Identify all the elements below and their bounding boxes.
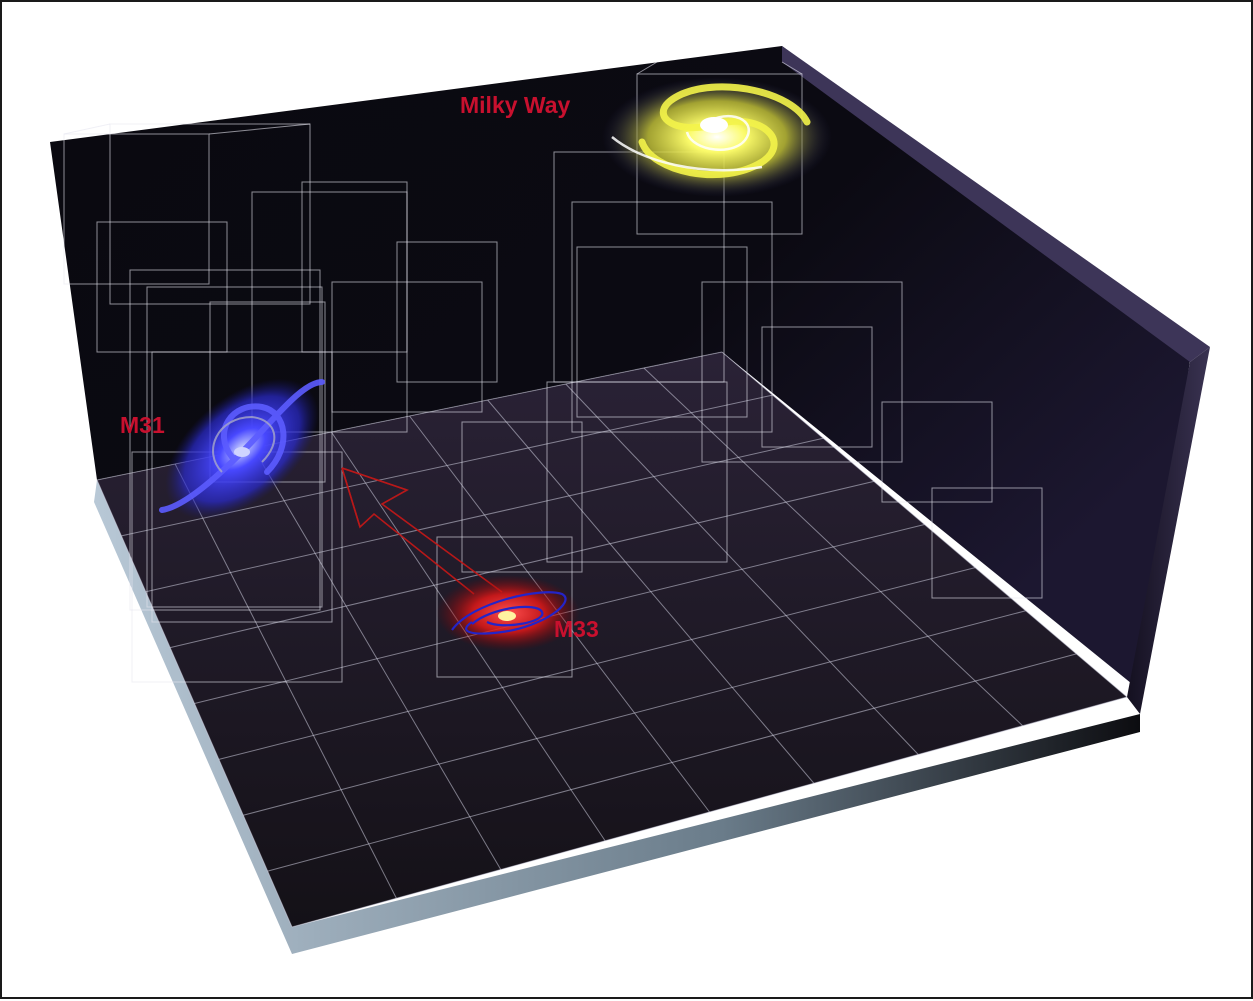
wireframe-cube-edge	[63, 133, 210, 285]
milky-way-galaxy	[602, 77, 832, 197]
wireframe-cube-edge	[151, 351, 333, 623]
milky-way-label: Milky Way	[460, 92, 571, 118]
wireframe-cube-edge	[781, 61, 803, 75]
wireframe-cube-edge	[129, 269, 321, 611]
floor-grid-line	[243, 610, 1026, 816]
m33-galaxy	[436, 575, 580, 651]
m31-label: M31	[120, 412, 165, 438]
m31-galaxy	[159, 378, 325, 520]
wireframe-cube-edge	[63, 123, 111, 135]
floor-grid-line	[218, 567, 976, 760]
motion-arrow	[341, 467, 503, 595]
wireframe-cube-edge	[571, 201, 773, 433]
wireframe-cube-edge	[636, 61, 658, 75]
floor-grid-line	[291, 696, 1128, 928]
wireframe-cube-edge	[701, 281, 903, 463]
box-floor	[97, 352, 1127, 927]
box-base-edge	[94, 480, 1140, 954]
box-back-wall	[50, 46, 1192, 692]
wireframe-cube-edge	[208, 123, 311, 135]
floor-grid-line	[267, 653, 1077, 872]
box-right-side	[1127, 347, 1210, 714]
wireframe-cube-edge	[931, 487, 1043, 599]
wireframe-cube-edge	[331, 281, 483, 413]
wireframe-cube-edge	[146, 286, 323, 608]
wireframe-cube-edge	[881, 401, 993, 503]
wireframe-cube-edge	[576, 246, 748, 418]
wireframe-cube-edge	[396, 241, 498, 383]
wireframe-cube-edge	[461, 421, 583, 573]
wireframe-cubes	[63, 61, 1043, 683]
floor-grid-line	[145, 437, 824, 593]
floor-grid-line	[170, 480, 874, 649]
wireframe-cube-edge	[761, 326, 873, 448]
m33-label: M33	[554, 616, 599, 642]
box-right-wall	[782, 46, 1210, 362]
wireframe-cube-edge	[301, 181, 408, 353]
